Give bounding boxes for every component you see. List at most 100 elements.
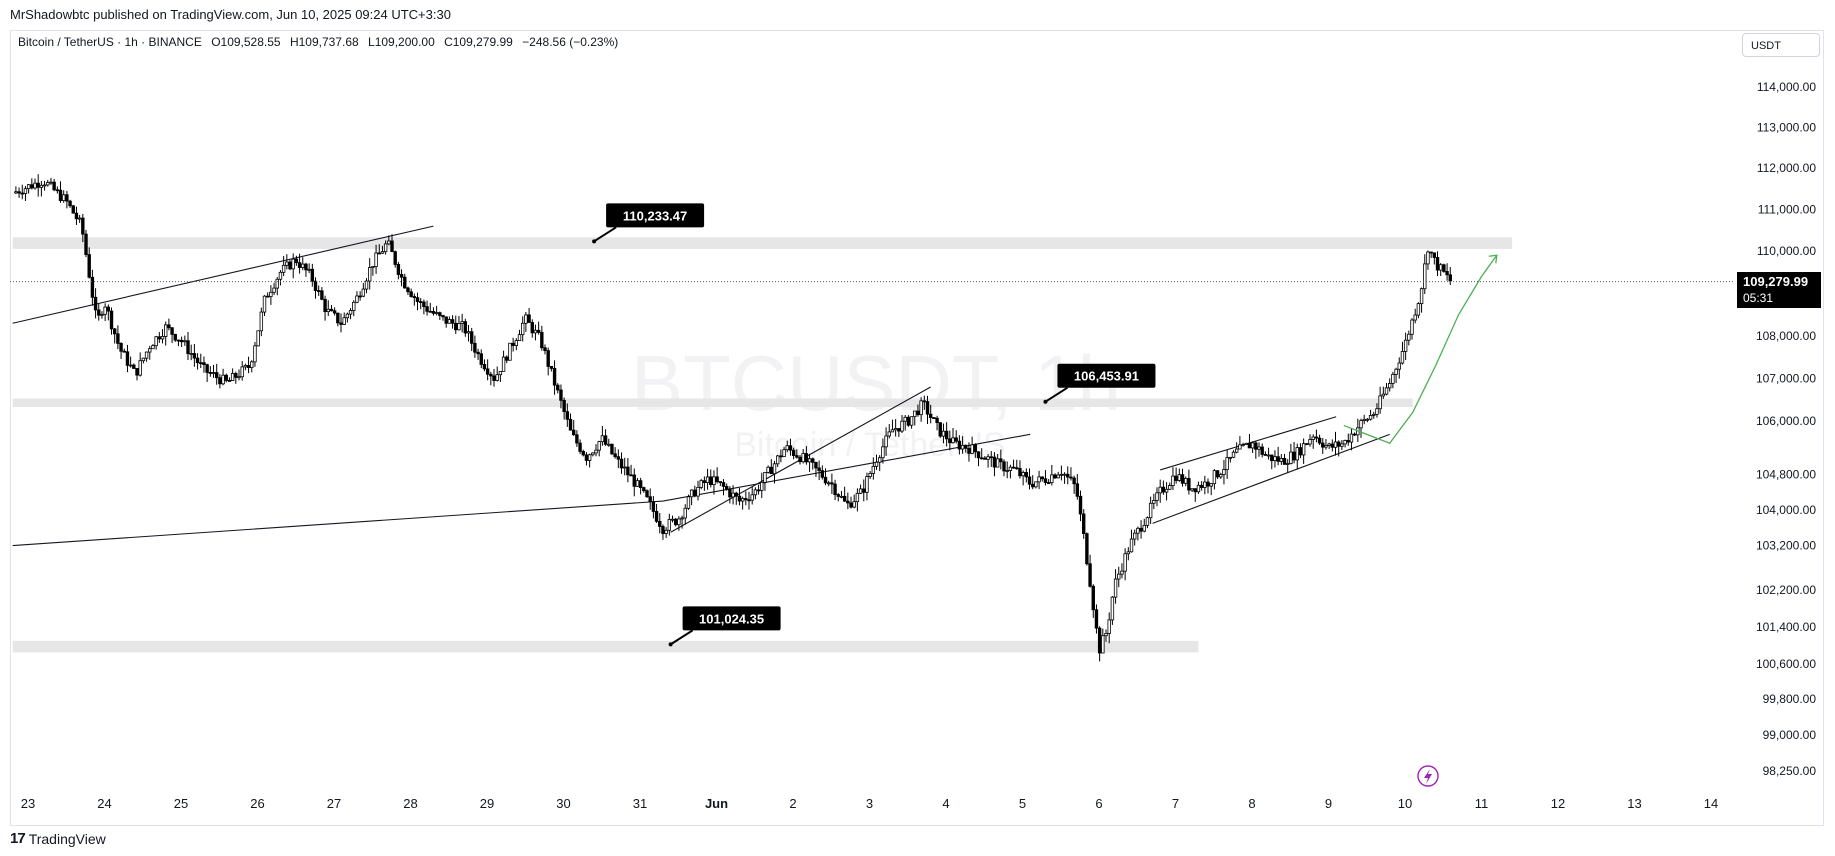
x-tick-label: 24 xyxy=(97,796,111,811)
candle-body xyxy=(505,356,509,361)
candle-body xyxy=(195,357,200,364)
candle-body xyxy=(740,498,745,502)
candle-body xyxy=(999,458,1003,463)
candle-body xyxy=(310,268,315,282)
candle-body xyxy=(1171,475,1175,486)
candle-body xyxy=(90,276,95,298)
candle-body xyxy=(1235,448,1239,453)
candle-body xyxy=(1362,419,1366,421)
currency-button[interactable]: USDT xyxy=(1742,33,1820,57)
candle-body xyxy=(677,518,681,526)
candle-body xyxy=(587,454,592,461)
candle-body xyxy=(552,367,557,386)
candle-body xyxy=(1282,458,1287,465)
candle-body xyxy=(709,476,713,486)
candle-body xyxy=(377,252,381,255)
candle-body xyxy=(1123,553,1127,572)
candle-body xyxy=(1397,362,1401,370)
candle-body xyxy=(412,296,417,299)
candle-body xyxy=(600,435,605,443)
candle-body xyxy=(224,374,228,381)
candle-body xyxy=(983,457,987,460)
price-callouts: 110,233.47 106,453.91 101,024.35 xyxy=(592,203,1156,647)
candle-body xyxy=(1196,484,1201,493)
candle-body xyxy=(970,444,974,454)
candle-body xyxy=(772,463,777,475)
candle-body xyxy=(734,492,738,497)
x-tick-label: 23 xyxy=(21,796,35,811)
candle-body xyxy=(1327,443,1331,446)
candle-body xyxy=(498,370,503,376)
price-callout-label: 101,024.35 xyxy=(699,611,764,626)
candle-body xyxy=(1250,442,1255,449)
candle-body xyxy=(521,322,525,336)
candle-body xyxy=(801,453,805,463)
y-tick-label: 103,200.00 xyxy=(1756,539,1816,553)
candle-body xyxy=(788,445,793,451)
tradingview-logo[interactable]: 17 TradingView xyxy=(10,830,106,847)
price-axis[interactable]: 114,000.00 113,000.00 112,000.00 111,000.00… xyxy=(1756,80,1816,778)
candle-body xyxy=(795,455,799,458)
candle-body xyxy=(1126,551,1131,555)
candle-body xyxy=(438,312,442,316)
candle-body xyxy=(1215,470,1220,478)
candle-body xyxy=(469,331,474,344)
candle-body xyxy=(1034,481,1038,488)
candle-body xyxy=(1072,477,1076,485)
candle-body xyxy=(651,501,656,512)
candle-body xyxy=(1031,483,1035,488)
y-tick-label: 104,800.00 xyxy=(1756,467,1816,481)
candle-body xyxy=(594,449,598,454)
candle-body xyxy=(186,340,190,354)
candle-body xyxy=(849,502,853,508)
y-tick-label: 100,600.00 xyxy=(1756,657,1816,671)
flash-icon[interactable] xyxy=(1417,765,1439,787)
candle-body xyxy=(457,322,461,331)
candle-body xyxy=(989,456,993,459)
candle-body xyxy=(1337,441,1341,447)
candle-body xyxy=(836,494,840,497)
candle-body xyxy=(728,488,732,498)
candle-body xyxy=(929,413,933,418)
candle-body xyxy=(1273,456,1277,462)
y-tick-label: 101,400.00 xyxy=(1756,620,1816,634)
candle-body xyxy=(559,389,563,401)
candle-body xyxy=(1270,454,1274,462)
candle-body xyxy=(549,365,554,369)
candle-body xyxy=(667,519,672,531)
symbol-name[interactable]: Bitcoin / TetherUS · 1h · BINANCE xyxy=(18,35,202,49)
candle-body xyxy=(167,324,171,329)
candle-body xyxy=(367,267,372,282)
candle-body xyxy=(811,458,815,463)
candle-body xyxy=(272,287,276,293)
candle-body xyxy=(747,499,751,502)
candle-body xyxy=(1352,433,1357,436)
candle-body xyxy=(1407,333,1411,341)
candle-body xyxy=(256,330,260,347)
candle-body xyxy=(1317,437,1322,444)
candle-body xyxy=(871,465,876,474)
candle-body xyxy=(189,353,193,355)
candle-body xyxy=(562,399,566,413)
symbol-legend[interactable]: Bitcoin / TetherUS · 1h · BINANCE O109,5… xyxy=(18,35,624,49)
candle-body xyxy=(750,494,754,501)
candle-body xyxy=(383,243,388,253)
candle-body xyxy=(540,332,544,349)
candle-body xyxy=(422,301,426,308)
candle-body xyxy=(1190,488,1194,491)
candle-body xyxy=(779,455,783,458)
candle-body xyxy=(135,368,139,376)
candle-body xyxy=(1148,502,1153,519)
time-axis[interactable]: 23 24 25 26 27 28 29 30 31 Jun 2 3 4 5 6 7 8 9 10 11 12 13 14 xyxy=(21,796,1718,811)
candle-body xyxy=(753,489,758,496)
candle-body xyxy=(52,181,56,191)
candle-body xyxy=(148,348,152,353)
candle-body xyxy=(791,449,796,456)
candle-body xyxy=(157,336,162,340)
candle-body xyxy=(1349,433,1354,443)
candle-body xyxy=(30,184,34,189)
candle-body xyxy=(17,191,21,194)
candle-body xyxy=(572,429,576,436)
candle-body xyxy=(1168,485,1172,490)
